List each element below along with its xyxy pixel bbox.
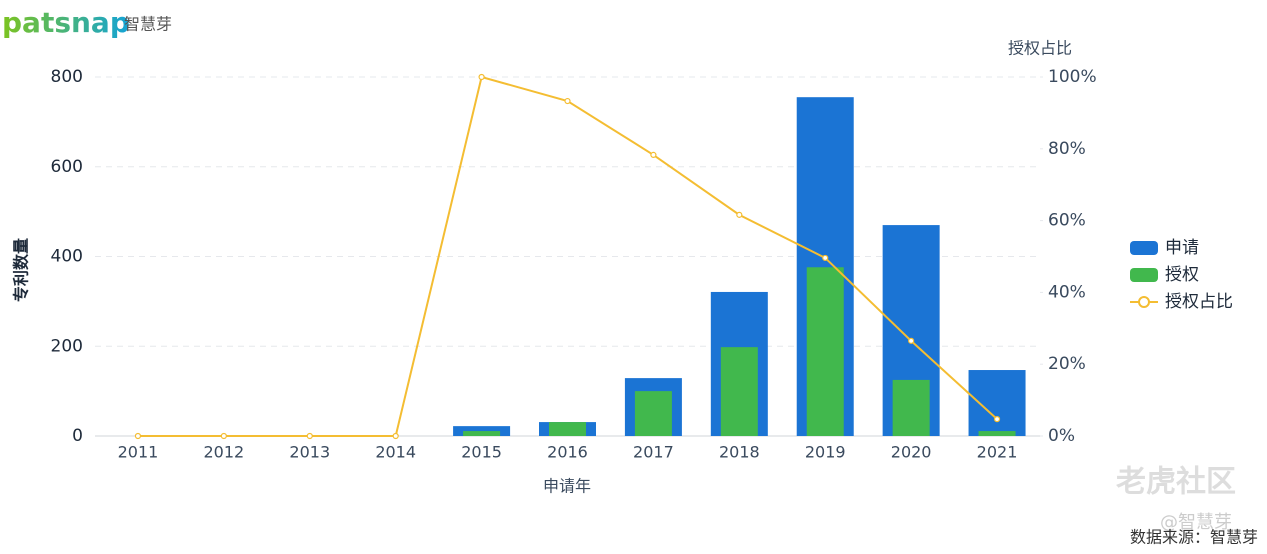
bar	[978, 431, 1016, 436]
legend-swatch	[1130, 268, 1158, 282]
legend-label: 授权占比	[1165, 292, 1233, 312]
x-tick-label: 2019	[805, 443, 846, 462]
watermark-handle: @智慧芽	[1160, 512, 1232, 533]
bar	[968, 370, 1026, 436]
bar	[634, 391, 672, 436]
line-point	[564, 97, 571, 105]
line-point	[220, 432, 227, 440]
x-tick-label: 2012	[204, 443, 245, 462]
y-axis-label: 专利数量	[12, 238, 31, 302]
bar	[720, 347, 758, 436]
y-tick-label: 600	[51, 157, 83, 177]
line-point	[306, 432, 313, 440]
legend-label: 申请	[1165, 238, 1199, 258]
y-tick-label: 800	[51, 67, 83, 87]
legend-swatch	[1138, 296, 1150, 308]
x-tick-label: 2020	[891, 443, 932, 462]
legend-label: 授权	[1165, 265, 1199, 285]
x-tick-label: 2016	[547, 443, 588, 462]
line-point	[392, 432, 399, 440]
y2-tick-label: 20%	[1048, 354, 1086, 374]
x-tick-label: 2011	[118, 443, 159, 462]
x-tick-label: 2013	[289, 443, 330, 462]
legend-swatch	[1130, 241, 1158, 255]
line-point	[478, 73, 485, 81]
y2-axis-label: 授权占比	[1008, 39, 1072, 58]
brand-logo: patsnap	[2, 6, 130, 39]
y2-tick-label: 60%	[1048, 211, 1086, 231]
y-tick-label: 200	[51, 336, 83, 356]
source: 数据来源：智慧芽	[1130, 528, 1258, 547]
line-point	[650, 151, 657, 159]
y-tick-label: 0	[72, 426, 83, 446]
x-tick-label: 2017	[633, 443, 674, 462]
x-axis-label: 申请年	[543, 477, 591, 496]
bar	[549, 422, 586, 436]
watermark: 老虎社区	[1116, 465, 1236, 500]
bar	[463, 431, 501, 436]
x-tick-label: 2021	[977, 443, 1018, 462]
y2-tick-label: 100%	[1048, 67, 1097, 87]
brand-name: 智慧芽	[124, 15, 172, 34]
line-point	[736, 211, 743, 218]
x-tick-label: 2015	[461, 443, 502, 462]
line-point	[822, 254, 829, 262]
bar	[892, 379, 930, 436]
y2-tick-label: 0%	[1048, 426, 1075, 446]
y-tick-label: 400	[51, 247, 83, 267]
bar	[806, 267, 844, 436]
x-tick-label: 2018	[719, 443, 760, 462]
x-tick-label: 2014	[375, 443, 416, 462]
line-point	[134, 432, 142, 440]
y2-tick-label: 80%	[1048, 139, 1086, 159]
line-point	[908, 337, 915, 344]
y2-tick-label: 40%	[1048, 282, 1086, 302]
line-point	[993, 416, 1001, 423]
